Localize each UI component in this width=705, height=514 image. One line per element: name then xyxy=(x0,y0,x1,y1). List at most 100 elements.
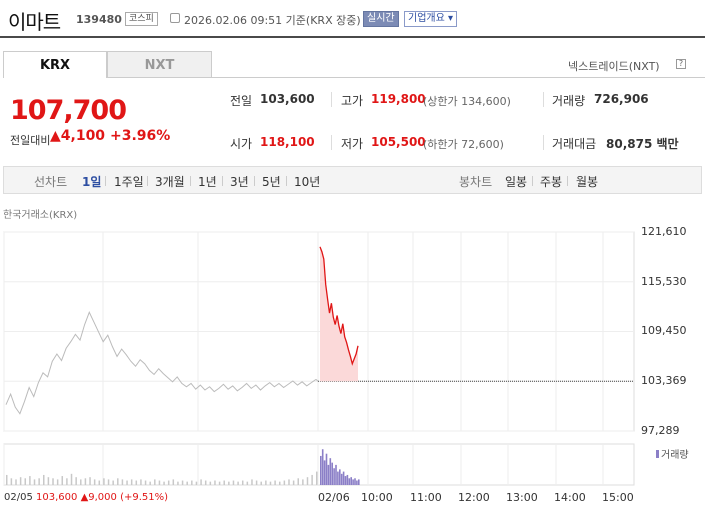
y-tick-label: 115,530 xyxy=(641,274,687,288)
volume-bar-prev xyxy=(149,481,151,485)
period-1w[interactable]: 1주일 xyxy=(114,175,144,189)
volume-bar-prev xyxy=(107,479,110,485)
period-3y[interactable]: 3년 xyxy=(230,175,249,189)
volume-bar-prev xyxy=(191,480,193,485)
nextrade-link[interactable]: 넥스트레이드(NXT) xyxy=(568,60,660,73)
volume-bar-today xyxy=(321,449,324,485)
tab-krx[interactable]: KRX xyxy=(3,51,107,78)
low-label: 저가 xyxy=(341,137,364,151)
volume-bar-prev xyxy=(297,478,299,485)
x-tick-label: 11:00 xyxy=(410,491,442,504)
tab-nxt[interactable]: NXT xyxy=(107,51,212,78)
volume-bar-today xyxy=(320,455,322,485)
volume-bar-prev xyxy=(218,481,221,485)
x-tick-label: 10:00 xyxy=(361,491,393,504)
price-chart[interactable] xyxy=(0,224,705,440)
price-change: ▲4,100 xyxy=(50,128,106,144)
tab-divider xyxy=(212,77,705,78)
calendar-icon xyxy=(170,13,180,23)
chart-title: 한국거래소(KRX) xyxy=(3,210,78,221)
y-tick-label: 103,369 xyxy=(641,374,687,388)
stock-header: 이마트 139480 코스피 2026.02.06 09:51 기준(KRX 장… xyxy=(0,0,705,38)
volume-bar-prev xyxy=(135,480,138,485)
volume-bar-prev xyxy=(130,479,133,485)
volume-bar-prev xyxy=(311,474,313,485)
volume-bar-today xyxy=(337,471,339,485)
candle-daily[interactable]: 일봉 xyxy=(505,175,528,189)
prev-day-change: ▲9,000 xyxy=(80,492,117,503)
volume-bar-prev xyxy=(167,480,170,485)
line-chart-label: 선차트 xyxy=(34,175,68,189)
volume-bar-prev xyxy=(269,481,272,485)
series-connector xyxy=(315,378,319,382)
volume-bar-today xyxy=(358,479,360,485)
help-icon[interactable]: ? xyxy=(676,59,686,69)
volume-bar-prev xyxy=(302,479,304,485)
series-prev-day xyxy=(5,310,317,415)
volume-bar-prev xyxy=(163,481,165,485)
volume-bar-prev xyxy=(288,479,290,485)
volume-bar-today xyxy=(323,460,326,485)
prev-day-pct: (+9.51%) xyxy=(120,492,169,503)
y-tick-label: 121,610 xyxy=(641,225,687,238)
volume-bar-prev xyxy=(246,481,249,485)
period-5y[interactable]: 5년 xyxy=(262,175,281,189)
volume-bar-prev xyxy=(43,474,45,485)
volume-bar-prev xyxy=(24,478,27,485)
volume-bar-prev xyxy=(260,481,262,485)
x-tick-label: 13:00 xyxy=(506,491,538,504)
company-info-button[interactable]: 기업개요 ▾ xyxy=(404,11,457,27)
volume-bar-today xyxy=(325,453,328,485)
volume-bar-today xyxy=(346,474,349,485)
divider xyxy=(105,176,106,186)
volume-bar-prev xyxy=(6,474,8,485)
volume-bar-prev xyxy=(278,481,281,485)
volume-bar-prev xyxy=(117,478,119,485)
realtime-button[interactable]: 실시간 xyxy=(363,11,399,27)
volume-chart: 거래량 xyxy=(3,443,689,486)
divider xyxy=(567,176,568,186)
divider xyxy=(147,176,148,186)
volume-bar-today xyxy=(333,468,335,485)
prev-close-label: 전일 xyxy=(230,94,253,108)
volume-frame xyxy=(3,443,635,486)
market-badge: 코스피 xyxy=(125,12,158,26)
candle-chart-label: 봉차트 xyxy=(459,175,493,189)
volume-bar-prev xyxy=(66,478,68,485)
period-10y[interactable]: 10년 xyxy=(294,175,321,189)
upper-limit: (상한가 134,600) xyxy=(423,95,511,108)
candle-monthly[interactable]: 월봉 xyxy=(576,175,599,189)
volume-bar-prev xyxy=(186,481,188,485)
y-tick-label: 97,289 xyxy=(641,424,680,437)
volume-legend-label: 거래량 xyxy=(661,449,689,461)
volume-bar-prev xyxy=(177,481,179,485)
volume-bar-today xyxy=(340,473,343,485)
series-today xyxy=(319,246,359,366)
prev-day-summary: 02/05 103,600 ▲9,000 (+9.51%) xyxy=(4,492,168,503)
volume-bar-prev xyxy=(33,479,36,485)
candle-weekly[interactable]: 주봉 xyxy=(540,175,563,189)
amount-label: 거래대금 xyxy=(552,137,597,151)
volume-bar-prev xyxy=(251,479,253,485)
volume-bar-prev xyxy=(181,480,184,485)
divider xyxy=(286,176,287,186)
x-tick-label: 14:00 xyxy=(554,491,586,504)
period-1y[interactable]: 1년 xyxy=(198,175,217,189)
divider xyxy=(254,176,255,186)
volume-value: 726,906 xyxy=(594,92,649,106)
stock-code: 139480 xyxy=(76,13,122,26)
period-1d[interactable]: 1일 xyxy=(82,175,102,189)
series-today-area xyxy=(320,246,358,382)
divider xyxy=(331,92,332,107)
period-3m[interactable]: 3개월 xyxy=(155,175,185,189)
volume-bar-prev xyxy=(10,478,13,485)
volume-label: 거래량 xyxy=(552,94,586,108)
volume-bar-prev xyxy=(84,478,87,485)
volume-bar-prev xyxy=(56,479,59,485)
volume-bar-prev xyxy=(195,481,198,485)
volume-bar-prev xyxy=(306,477,309,485)
volume-bar-today xyxy=(342,471,345,485)
volume-bar-prev xyxy=(38,478,40,485)
volume-bar-prev xyxy=(209,481,212,485)
volume-bar-today xyxy=(356,480,358,485)
